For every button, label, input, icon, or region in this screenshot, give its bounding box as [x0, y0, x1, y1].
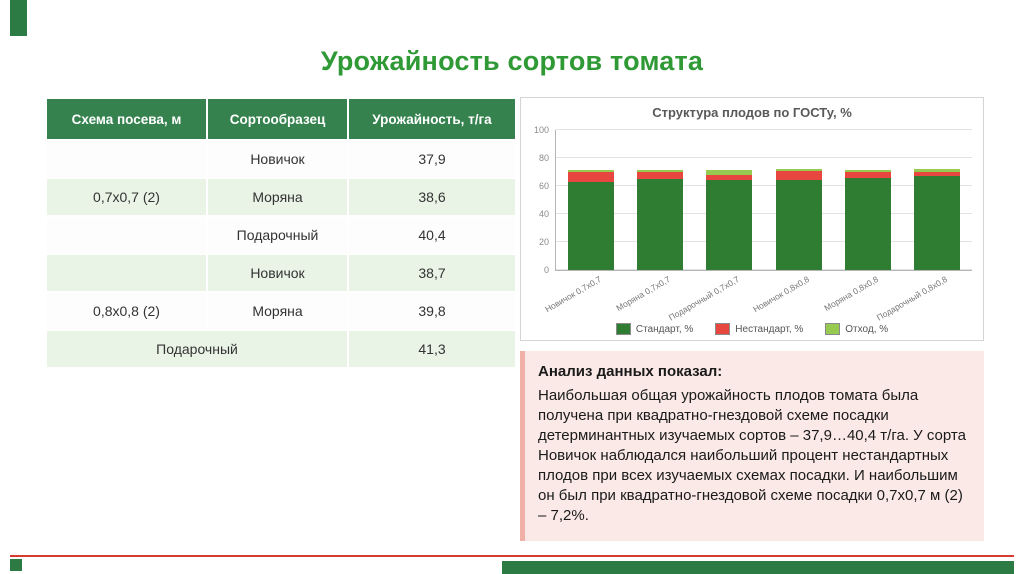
bar-segment — [845, 172, 891, 179]
cell-variety: Подарочный — [206, 215, 349, 255]
content-area: Схема посева, м Сортообразец Урожайность… — [45, 97, 986, 541]
bar-segment — [706, 174, 753, 181]
legend-swatch — [715, 323, 731, 335]
bar-segment — [914, 169, 961, 173]
bottom-left-accent-square — [10, 559, 22, 571]
cell-scheme — [45, 215, 208, 255]
bottom-right-accent-bar — [502, 561, 1014, 574]
bar-segment — [775, 171, 822, 181]
chart-x-labels: Новичок 0,7х0,7 Моряна 0,7х0,7 Подарочный … — [521, 272, 983, 330]
cell-yield: 40,4 — [347, 215, 517, 255]
table-row: Подарочный 40,4 — [45, 215, 517, 255]
gridline — [556, 129, 972, 130]
bar-segment — [914, 172, 961, 177]
legend-item: Стандарт, % — [615, 323, 694, 335]
cell-variety: Новичок — [206, 253, 349, 293]
cell-scheme — [45, 139, 208, 179]
fruit-structure-chart: Структура плодов по ГОСТу, % 0 20 40 60 80 10… — [520, 97, 984, 341]
stacked-bar — [637, 169, 683, 270]
table-row: 0,8х0,8 (2) Моряна 39,8 — [45, 291, 517, 331]
bar-segment — [637, 172, 683, 179]
cell-variety: Моряна — [206, 177, 349, 217]
bottom-red-line — [10, 555, 1014, 557]
table-row: Новичок 38,7 — [45, 253, 517, 293]
bar-segment — [775, 169, 822, 172]
table-row: Подарочный 41,3 — [45, 329, 517, 369]
cell-yield: 39,8 — [347, 291, 517, 331]
gridline — [556, 185, 972, 186]
legend-label: Стандарт, % — [635, 323, 694, 335]
bar-segment — [706, 169, 753, 175]
legend-label: Нестандарт, % — [735, 323, 804, 335]
cell-variety: Новичок — [206, 139, 349, 179]
chart-title: Структура плодов по ГОСТу, % — [652, 105, 852, 120]
analysis-body: Наибольшая общая урожайность плодов тома… — [538, 386, 966, 524]
cell-scheme: 0,7х0,7 (2) — [45, 177, 208, 217]
legend-swatch — [825, 323, 841, 335]
legend-item: Нестандарт, % — [715, 323, 803, 335]
bar-segment — [775, 180, 822, 270]
y-tick-label: 20 — [538, 237, 549, 247]
y-tick-label: 100 — [533, 125, 549, 135]
cell-yield: 41,3 — [347, 329, 517, 369]
cell-variety-merged: Подарочный — [45, 329, 349, 369]
stacked-bar — [775, 169, 822, 270]
cell-yield: 38,7 — [347, 253, 517, 293]
col-header-yield: Урожайность, т/га — [347, 97, 517, 141]
y-tick-label: 60 — [538, 181, 549, 191]
bar-segment — [567, 181, 614, 270]
y-tick-label: 80 — [538, 153, 549, 163]
bar-segment — [637, 179, 683, 270]
right-column: Структура плодов по ГОСТу, % 0 20 40 60 80 10… — [520, 97, 986, 541]
yield-table: Схема посева, м Сортообразец Урожайность… — [45, 97, 517, 369]
legend-swatch — [615, 323, 631, 335]
chart-plot — [555, 129, 972, 271]
table-row: Новичок 37,9 — [45, 139, 517, 179]
stacked-bar — [567, 169, 614, 270]
legend-item: Отход, % — [825, 323, 888, 335]
bar-segment — [567, 169, 614, 172]
gridline — [556, 213, 972, 214]
legend-label: Отход, % — [845, 323, 889, 335]
cell-scheme — [45, 253, 208, 293]
gridline — [556, 241, 972, 242]
bar-segment — [706, 180, 753, 270]
analysis-box: Анализ данных показал: Наибольшая общая … — [520, 351, 984, 541]
col-header-scheme: Схема посева, м — [45, 97, 208, 141]
cell-yield: 37,9 — [347, 139, 517, 179]
bar-segment — [567, 171, 614, 182]
cell-scheme: 0,8х0,8 (2) — [45, 291, 208, 331]
yield-table-container: Схема посева, м Сортообразец Урожайность… — [45, 97, 517, 369]
chart-legend: Стандарт, % Нестандарт, % Отход, % — [521, 323, 983, 335]
bar-segment — [914, 176, 961, 270]
table-header-row: Схема посева, м Сортообразец Урожайность… — [45, 97, 517, 141]
chart-y-axis: 0 20 40 60 80 100 — [523, 125, 551, 275]
analysis-heading: Анализ данных показал: — [538, 363, 723, 380]
y-tick-label: 40 — [538, 209, 549, 219]
top-left-accent-bar — [10, 0, 27, 36]
bar-segment — [845, 178, 891, 270]
stacked-bar — [845, 169, 891, 270]
cell-variety: Моряна — [206, 291, 349, 331]
stacked-bar — [914, 169, 961, 270]
page-title: Урожайность сортов томата — [320, 46, 704, 76]
cell-yield: 38,6 — [347, 177, 517, 217]
stacked-bar — [706, 169, 753, 270]
table-row: 0,7х0,7 (2) Моряна 38,6 — [45, 177, 517, 217]
col-header-variety: Сортообразец — [206, 97, 349, 141]
bar-segment — [845, 169, 891, 173]
y-tick-label: 0 — [543, 265, 549, 275]
bar-segment — [637, 169, 683, 172]
gridline — [556, 157, 972, 158]
gridline — [556, 269, 972, 270]
